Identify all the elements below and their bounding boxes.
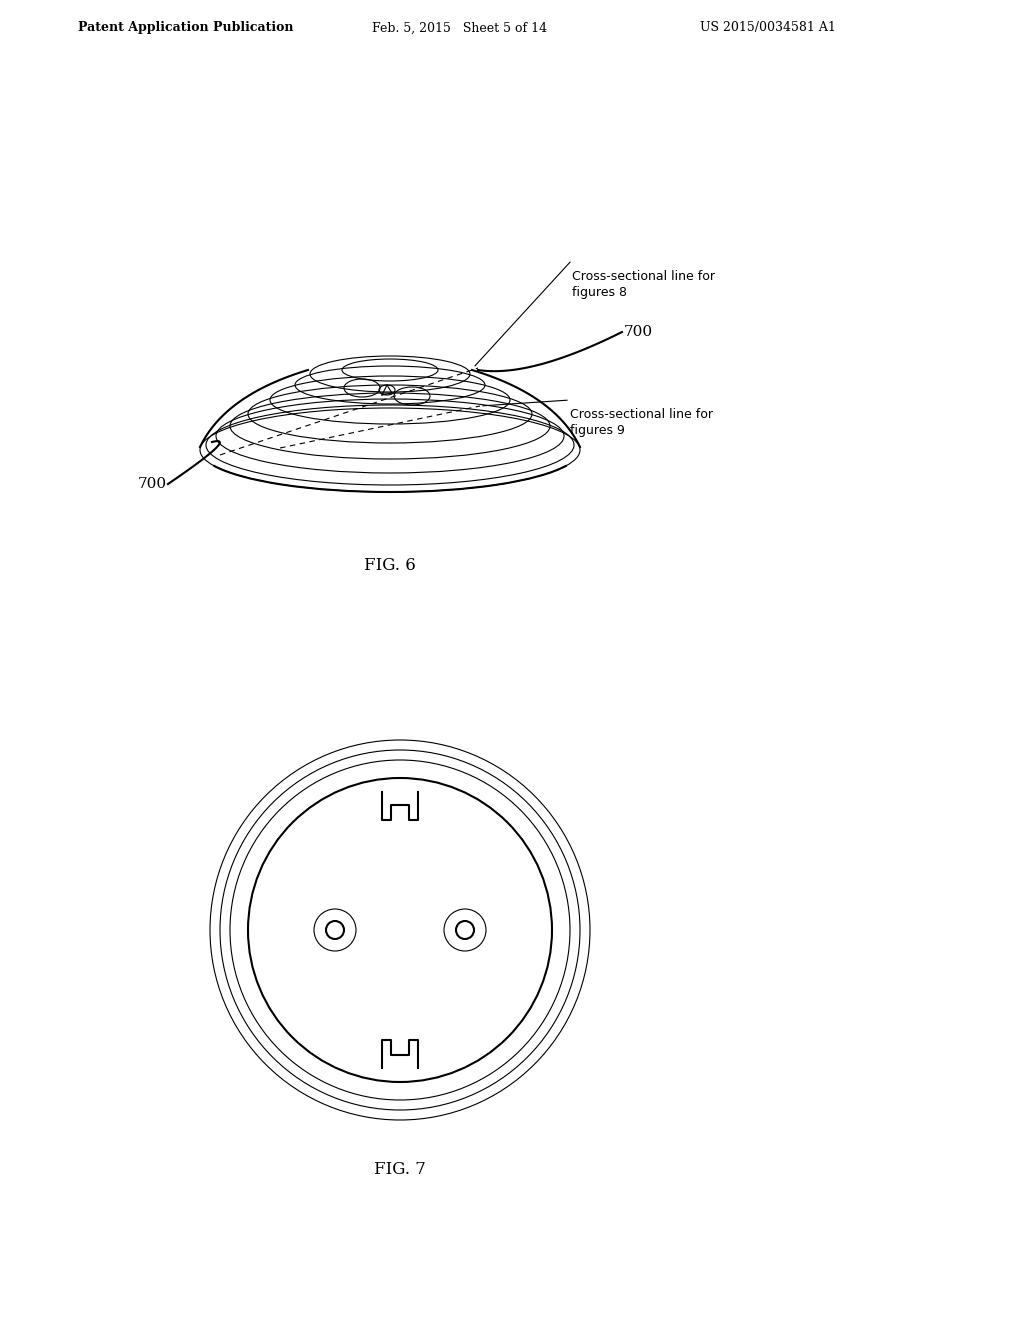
Text: Patent Application Publication: Patent Application Publication: [78, 21, 294, 34]
Text: US 2015/0034581 A1: US 2015/0034581 A1: [700, 21, 836, 34]
Text: 700: 700: [138, 477, 167, 491]
Text: Cross-sectional line for
figures 8: Cross-sectional line for figures 8: [572, 271, 715, 300]
Text: FIG. 7: FIG. 7: [374, 1162, 426, 1179]
Text: Cross-sectional line for
figures 9: Cross-sectional line for figures 9: [570, 408, 713, 437]
Text: Feb. 5, 2015   Sheet 5 of 14: Feb. 5, 2015 Sheet 5 of 14: [372, 21, 547, 34]
Text: 700: 700: [624, 325, 653, 339]
Text: FIG. 6: FIG. 6: [365, 557, 416, 573]
